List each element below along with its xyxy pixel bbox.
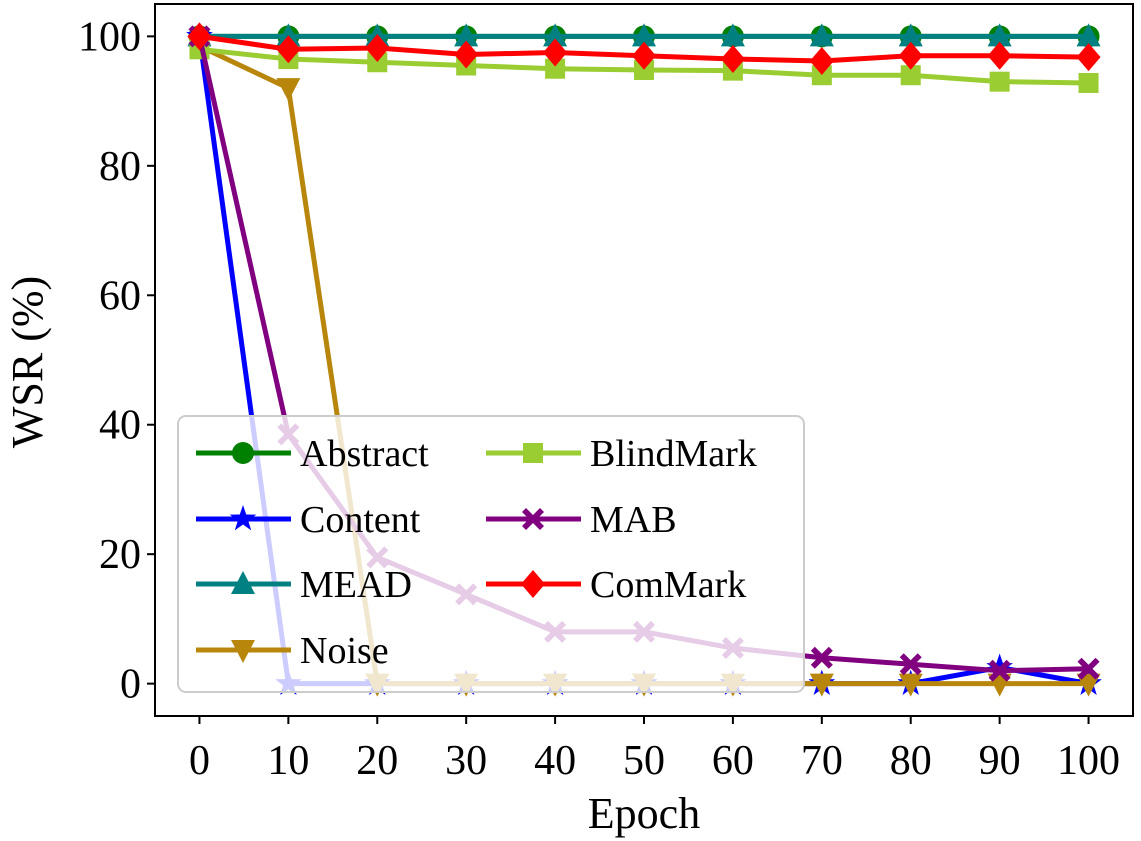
legend-marker <box>521 570 545 598</box>
x-tick-label: 30 <box>445 738 487 784</box>
data-point-commark <box>365 34 390 63</box>
data-point-blindmark <box>367 52 388 73</box>
x-tick-label: 40 <box>534 738 576 784</box>
y-tick-label: 100 <box>78 14 141 60</box>
data-point-blindmark <box>989 71 1010 92</box>
y-tick-label: 40 <box>99 403 141 449</box>
data-point-mab <box>988 659 1011 682</box>
legend-marker <box>231 571 255 594</box>
legend-label: Abstract <box>300 433 429 475</box>
legend-item-noise: Noise <box>196 630 389 672</box>
data-point-content <box>986 653 1013 679</box>
data-point-blindmark <box>900 65 921 86</box>
data-point-commark <box>276 35 301 64</box>
data-point-commark <box>809 46 834 75</box>
y-tick-label: 60 <box>99 273 141 319</box>
legend-box <box>177 415 805 693</box>
legend-label: BlindMark <box>590 433 757 475</box>
data-point-noise <box>898 673 923 697</box>
legend-marker <box>231 640 255 663</box>
legend-label: MEAD <box>300 564 412 606</box>
x-tick-label: 100 <box>1057 738 1120 784</box>
legend-item-mead: MEAD <box>196 564 412 606</box>
series-commark <box>187 22 1101 75</box>
data-point-commark <box>543 38 568 67</box>
x-tick-label: 0 <box>189 738 210 784</box>
x-tick-label: 80 <box>890 738 932 784</box>
legend-marker <box>523 443 543 463</box>
x-tick-label: 90 <box>979 738 1021 784</box>
data-point-mab <box>810 646 833 669</box>
x-axis-label: Epoch <box>588 789 700 838</box>
axes: 0 10 20 30 40 50 60 70 80 90 100 0 20 40 60 80 100 <box>78 14 1120 784</box>
legend-item-commark: ComMark <box>486 564 746 606</box>
data-point-commark <box>1076 43 1101 72</box>
data-point-noise <box>1076 673 1101 697</box>
x-tick-label: 10 <box>267 738 309 784</box>
data-point-blindmark <box>1078 72 1099 93</box>
data-point-blindmark <box>634 60 654 81</box>
data-point-commark <box>987 41 1012 70</box>
data-point-noise <box>809 673 834 697</box>
legend-label: ComMark <box>590 564 746 606</box>
x-tick-label: 70 <box>801 738 843 784</box>
data-point-mead <box>1076 23 1101 47</box>
legend-marker <box>229 505 257 531</box>
x-tick-label: 60 <box>712 738 754 784</box>
legend-marker <box>232 442 254 464</box>
data-point-mead <box>809 23 834 47</box>
legend-item-abstract: Abstract <box>196 433 429 475</box>
data-point-mead <box>898 23 923 47</box>
y-axis-label: WSR (%) <box>3 276 52 448</box>
data-point-commark <box>898 41 923 70</box>
data-point-mead <box>632 23 656 47</box>
x-tick-label: 20 <box>356 738 398 784</box>
data-point-commark <box>187 22 212 51</box>
legend-item-mab: MAB <box>486 499 677 541</box>
legend-label: Noise <box>300 630 389 672</box>
legend-item-blindmark: BlindMark <box>486 433 757 475</box>
series-mead <box>187 23 1101 47</box>
data-point-mead <box>987 23 1012 47</box>
legend-item-content: Content <box>196 499 421 541</box>
x-tick-label: 50 <box>623 738 665 784</box>
legend-label: MAB <box>590 499 677 541</box>
legend: Abstract Content MEAD Noise BlindMark MAB ComM… <box>177 415 805 693</box>
data-point-mead <box>720 23 745 47</box>
data-point-mead <box>276 23 301 47</box>
y-tick-label: 80 <box>99 144 141 190</box>
data-point-mead <box>543 23 568 47</box>
legend-label: Content <box>300 499 421 541</box>
data-point-mead <box>454 23 479 47</box>
legend-marker <box>522 508 544 530</box>
data-point-blindmark <box>545 58 566 79</box>
data-point-commark <box>632 41 656 70</box>
y-tick-label: 20 <box>99 532 141 578</box>
data-point-blindmark <box>811 65 832 86</box>
data-point-mab <box>1077 657 1100 680</box>
data-point-noise <box>276 78 301 102</box>
data-point-mab <box>899 653 922 676</box>
data-point-commark <box>720 45 745 74</box>
data-point-commark <box>454 40 479 69</box>
y-tick-label: 0 <box>120 662 141 708</box>
